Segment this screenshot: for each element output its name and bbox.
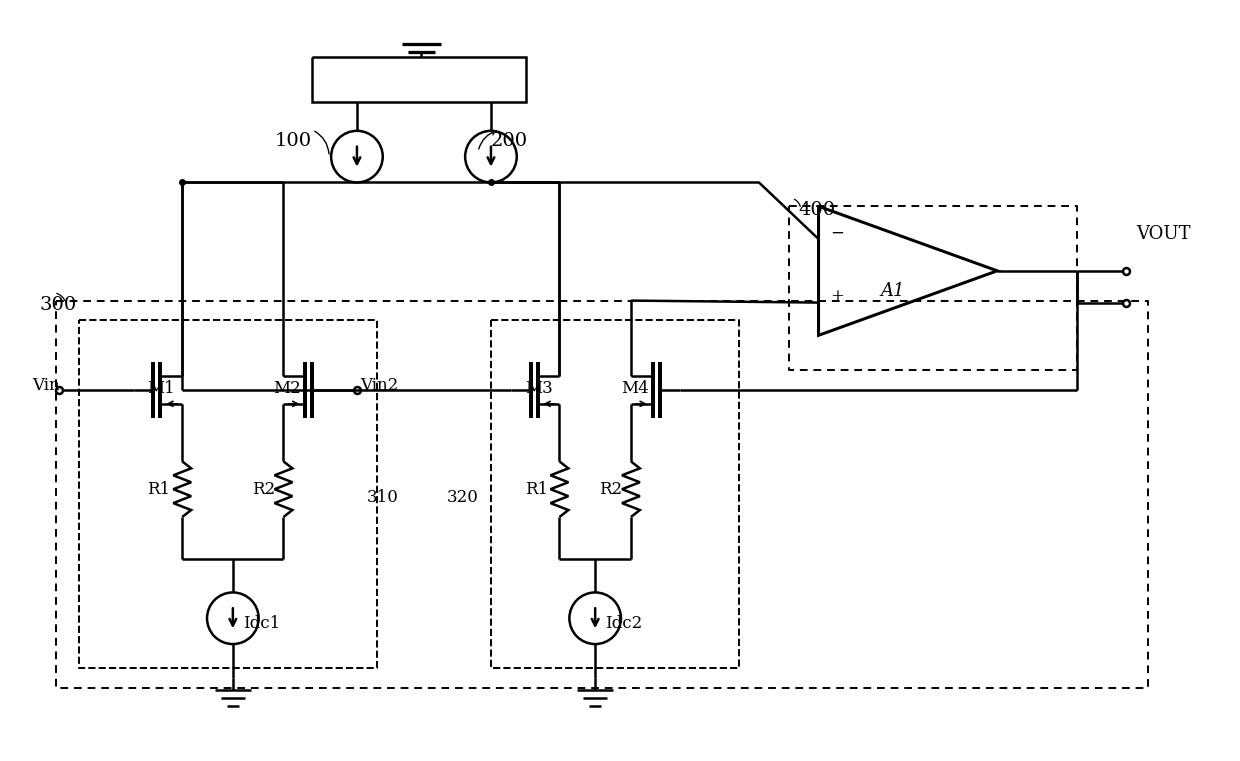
Text: +: + bbox=[831, 288, 844, 305]
Text: Vin2: Vin2 bbox=[360, 377, 398, 394]
Text: 310: 310 bbox=[367, 489, 399, 506]
Text: 320: 320 bbox=[446, 489, 479, 506]
Text: Vin: Vin bbox=[32, 377, 60, 394]
Text: M1: M1 bbox=[148, 380, 175, 397]
Text: 300: 300 bbox=[40, 295, 77, 314]
Text: Idc2: Idc2 bbox=[605, 615, 642, 632]
Text: 400: 400 bbox=[799, 202, 836, 219]
Text: M4: M4 bbox=[621, 380, 649, 397]
Text: 100: 100 bbox=[274, 132, 311, 150]
Text: R1: R1 bbox=[148, 481, 171, 498]
Text: Idc1: Idc1 bbox=[243, 615, 280, 632]
Text: M2: M2 bbox=[274, 380, 301, 397]
Text: 200: 200 bbox=[491, 132, 528, 150]
Text: R2: R2 bbox=[252, 481, 275, 498]
Text: A1: A1 bbox=[880, 282, 905, 300]
Text: −: − bbox=[831, 224, 844, 241]
Text: R2: R2 bbox=[599, 481, 622, 498]
Text: M3: M3 bbox=[525, 380, 553, 397]
Text: VOUT: VOUT bbox=[1136, 225, 1190, 243]
Text: R1: R1 bbox=[525, 481, 548, 498]
